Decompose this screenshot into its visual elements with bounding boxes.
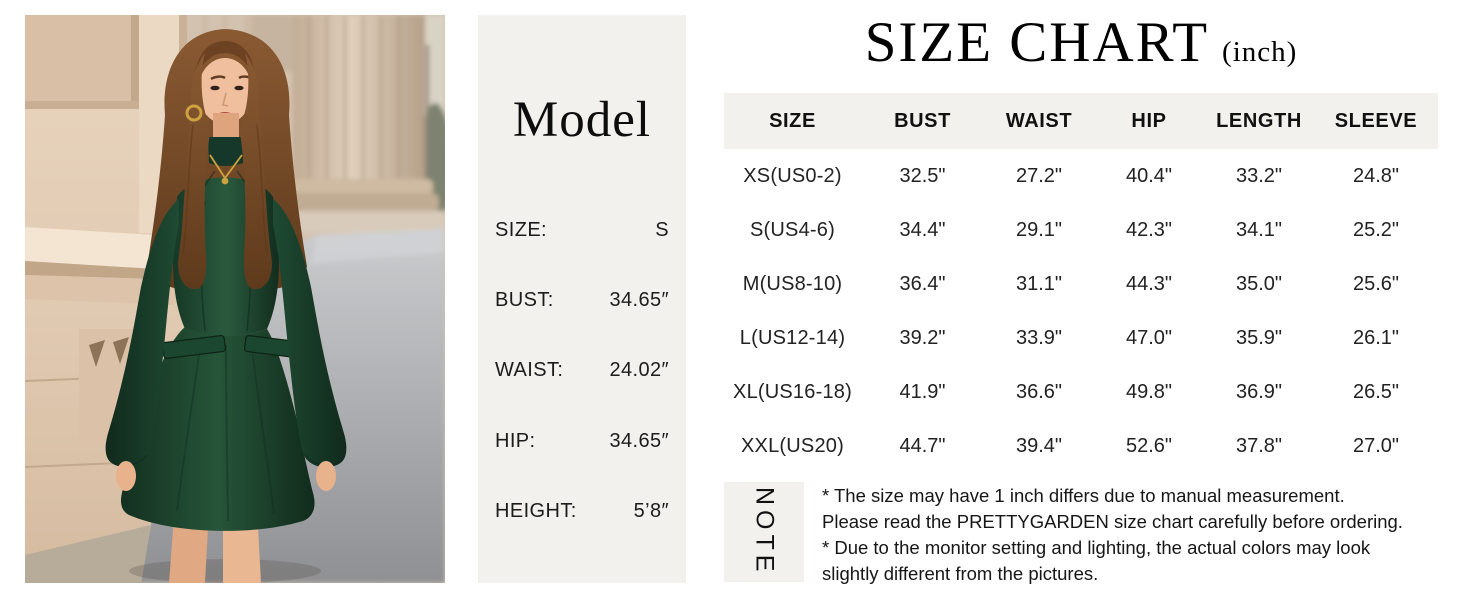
waist-cell: 27.2" xyxy=(1015,164,1063,187)
size-chart-section: SIZE CHART (inch) SIZE BUST WAIST HIP LE… xyxy=(724,0,1438,600)
sleeve-cell: 24.8" xyxy=(1352,164,1400,187)
size-cell: S(US4-6) xyxy=(750,218,835,241)
length-cell: 36.9" xyxy=(1235,380,1283,403)
note-line: slightly different from the pictures. xyxy=(822,563,1099,584)
size-chart-unit-label: (inch) xyxy=(1222,36,1298,68)
measurement-value: 34.65″ xyxy=(609,289,669,311)
measurement-label: SIZE: xyxy=(495,219,548,241)
sleeve-cell: 25.6" xyxy=(1352,272,1400,295)
size-cell: XXL(US20) xyxy=(741,434,844,457)
measurement-label: BUST: xyxy=(495,289,554,311)
sleeve-cell: 26.5" xyxy=(1352,380,1400,403)
model-measurement-row: BUST: 34.65″ xyxy=(495,289,669,312)
measurement-label: WAIST: xyxy=(495,359,564,381)
bust-cell: 32.5" xyxy=(899,164,946,187)
size-chart-row: XXL(US20) 44.7" 39.4" 52.6" 37.8" 27.0" xyxy=(724,419,1438,473)
size-chart-row: S(US4-6) 34.4" 29.1" 42.3" 34.1" 25.2" xyxy=(724,203,1438,257)
size-chart-row: XS(US0-2) 32.5" 27.2" 40.4" 33.2" 24.8" xyxy=(724,149,1438,203)
size-chart-row: XL(US16-18) 41.9" 36.6" 49.8" 36.9" 26.5… xyxy=(724,365,1438,419)
model-measurement-row: SIZE: S xyxy=(495,219,669,242)
note-section: NOTE * The size may have 1 inch differs … xyxy=(724,482,1403,587)
size-chart-row: L(US12-14) 39.2" 33.9" 47.0" 35.9" 26.1" xyxy=(724,311,1438,365)
length-cell: 35.0" xyxy=(1235,272,1283,295)
waist-cell: 31.1" xyxy=(1015,272,1063,295)
measurement-label: HIP: xyxy=(495,430,536,452)
hip-cell: 40.4" xyxy=(1125,164,1173,187)
hip-cell: 49.8" xyxy=(1125,380,1173,403)
measurement-value: 5’8″ xyxy=(633,500,669,522)
hip-cell: 52.6" xyxy=(1125,434,1173,457)
column-header-length: LENGTH xyxy=(1216,109,1302,132)
length-cell: 37.8" xyxy=(1235,434,1283,457)
sleeve-cell: 27.0" xyxy=(1352,434,1400,457)
column-header-bust: BUST xyxy=(894,109,951,132)
measurement-value: 34.65″ xyxy=(609,430,669,452)
measurement-value: S xyxy=(655,219,669,241)
waist-cell: 29.1" xyxy=(1015,218,1063,241)
column-header-hip: HIP xyxy=(1131,109,1167,132)
size-cell: XL(US16-18) xyxy=(733,380,852,403)
sleeve-cell: 26.1" xyxy=(1352,326,1400,349)
model-measurement-row: WAIST: 24.02″ xyxy=(495,359,669,382)
size-chart-title: SIZE CHART xyxy=(864,11,1210,74)
note-badge-label: NOTE xyxy=(750,487,779,577)
size-cell: XS(US0-2) xyxy=(743,164,842,187)
note-badge: NOTE xyxy=(724,482,804,582)
waist-cell: 33.9" xyxy=(1015,326,1063,349)
sleeve-cell: 25.2" xyxy=(1352,218,1400,241)
model-panel-title: Model xyxy=(512,92,652,148)
measurement-value: 24.02″ xyxy=(609,359,669,381)
size-chart-header: SIZE BUST WAIST HIP LENGTH SLEEVE xyxy=(724,93,1438,149)
bust-cell: 39.2" xyxy=(899,326,946,349)
size-cell: L(US12-14) xyxy=(739,326,846,349)
length-cell: 34.1" xyxy=(1235,218,1283,241)
note-text: * The size may have 1 inch differs due t… xyxy=(822,482,1403,587)
column-header-waist: WAIST xyxy=(1005,109,1073,132)
model-photo xyxy=(25,15,445,583)
model-measurement-row: HEIGHT: 5’8″ xyxy=(495,500,669,523)
size-chart-table: SIZE BUST WAIST HIP LENGTH SLEEVE XS(US0… xyxy=(724,93,1438,473)
hip-cell: 44.3" xyxy=(1125,272,1173,295)
bust-cell: 44.7" xyxy=(899,434,946,457)
note-line: * Due to the monitor setting and lightin… xyxy=(822,537,1371,558)
model-photo-illustration xyxy=(25,15,445,583)
length-cell: 33.2" xyxy=(1235,164,1283,187)
bust-cell: 41.9" xyxy=(899,380,946,403)
waist-cell: 36.6" xyxy=(1015,380,1063,403)
size-chart-row: M(US8-10) 36.4" 31.1" 44.3" 35.0" 25.6" xyxy=(724,257,1438,311)
gold-hoop-earring xyxy=(185,104,203,122)
column-header-sleeve: SLEEVE xyxy=(1334,109,1418,132)
size-cell: M(US8-10) xyxy=(742,272,843,295)
note-line: Please read the PRETTYGARDEN size chart … xyxy=(822,511,1403,532)
hip-cell: 42.3" xyxy=(1125,218,1173,241)
waist-cell: 39.4" xyxy=(1015,434,1063,457)
size-chart-title-row: SIZE CHART (inch) xyxy=(724,10,1438,75)
column-header-size: SIZE xyxy=(769,109,816,132)
hip-cell: 47.0" xyxy=(1125,326,1173,349)
note-line: * The size may have 1 inch differs due t… xyxy=(822,485,1345,506)
model-figure xyxy=(105,29,347,583)
bust-cell: 34.4" xyxy=(899,218,946,241)
length-cell: 35.9" xyxy=(1235,326,1283,349)
bust-cell: 36.4" xyxy=(899,272,946,295)
model-info-panel: Model SIZE: S BUST: 34.65″ WAIST: 24.02″… xyxy=(478,15,686,583)
model-measurement-row: HIP: 34.65″ xyxy=(495,430,669,453)
measurement-label: HEIGHT: xyxy=(495,500,577,522)
